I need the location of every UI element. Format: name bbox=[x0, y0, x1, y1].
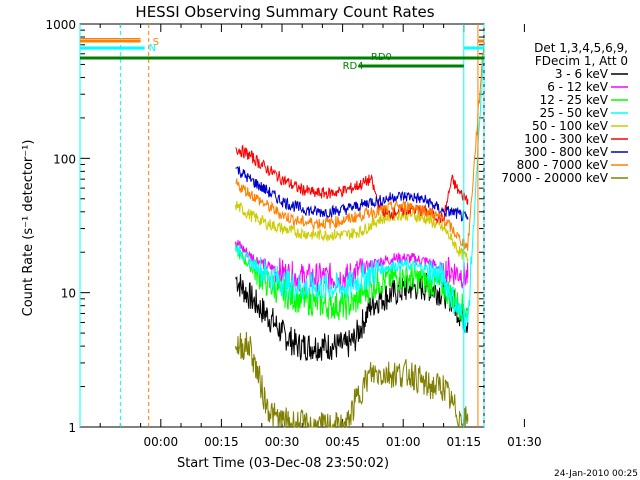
legend-label: 7000 - 20000 keV bbox=[501, 171, 608, 185]
y-tick-label: 1000 bbox=[45, 18, 76, 32]
series-line-2 bbox=[235, 242, 469, 323]
legend-header-line: Det 1,3,4,5,6,9, bbox=[534, 41, 628, 55]
legend-label: 800 - 7000 keV bbox=[517, 158, 609, 172]
y-tick-label: 10 bbox=[61, 287, 76, 301]
flag-label-rd0: RD0 bbox=[371, 52, 392, 63]
series-line-5 bbox=[235, 144, 469, 225]
x-axis-label: Start Time (03-Dec-08 23:50:02) bbox=[177, 456, 389, 471]
legend-header-line: FDecim 1, Att 0 bbox=[535, 54, 628, 68]
series-line-8 bbox=[235, 331, 469, 429]
x-tick-label: 00:00 bbox=[144, 435, 179, 449]
series-line-4 bbox=[235, 201, 469, 263]
legend-label: 50 - 100 keV bbox=[532, 119, 609, 133]
series-line-3 bbox=[80, 48, 485, 334]
x-tick-label: 00:45 bbox=[325, 435, 360, 449]
legend: Det 1,3,4,5,6,9,FDecim 1, Att 03 - 6 keV… bbox=[501, 41, 628, 185]
y-tick-label: 100 bbox=[53, 152, 76, 166]
flag-label-s: S bbox=[153, 37, 159, 48]
legend-label: 100 - 300 keV bbox=[524, 132, 608, 146]
y-axis-label: Count Rate (s⁻¹ detector⁻¹) bbox=[21, 140, 36, 317]
chart-title: HESSI Observing Summary Count Rates bbox=[135, 3, 434, 21]
series-line-6 bbox=[235, 166, 469, 222]
legend-label: 12 - 25 keV bbox=[540, 93, 609, 107]
annotation-layer: SN RD0 RD4 bbox=[79, 24, 485, 427]
footer-date: 24-Jan-2010 00:25 bbox=[554, 469, 638, 479]
legend-label: 300 - 800 keV bbox=[524, 145, 608, 159]
x-tick-label: 01:30 bbox=[507, 435, 542, 449]
legend-label: 25 - 50 keV bbox=[540, 106, 609, 120]
x-tick-label: 01:00 bbox=[386, 435, 421, 449]
y-axis: 1 10 100 1000 bbox=[45, 18, 484, 435]
x-tick-label: 00:15 bbox=[204, 435, 239, 449]
x-tick-label: 01:15 bbox=[447, 435, 482, 449]
legend-label: 6 - 12 keV bbox=[547, 80, 609, 94]
series-layer bbox=[80, 38, 485, 429]
flag-label-rd4: RD4 bbox=[343, 61, 364, 72]
x-axis: 00:00 00:15 00:30 00:45 01:00 01:15 01:30 bbox=[99, 24, 542, 449]
x-tick-label: 00:30 bbox=[265, 435, 300, 449]
y-tick-label: 1 bbox=[68, 421, 76, 435]
flag-label-n: N bbox=[149, 43, 156, 54]
legend-label: 3 - 6 keV bbox=[555, 67, 609, 81]
